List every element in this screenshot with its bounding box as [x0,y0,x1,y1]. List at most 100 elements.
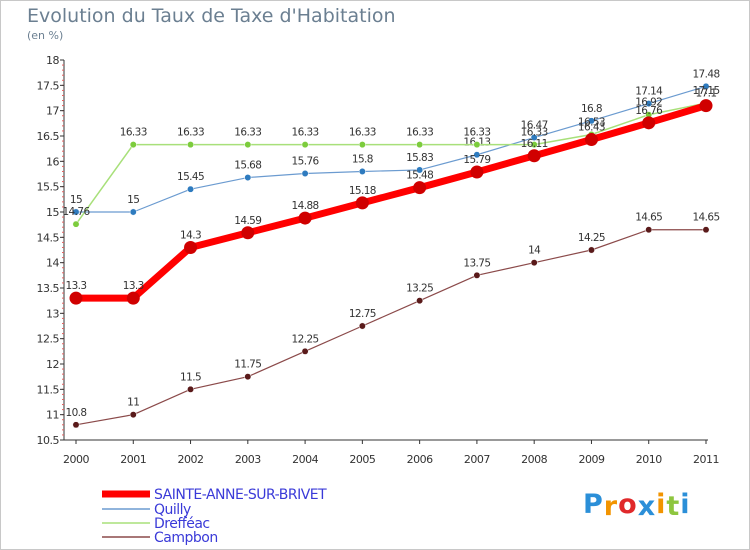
chart-title: Evolution du Taux de Taxe d'Habitation [27,5,396,27]
data-point [416,141,424,149]
data-label: 14.65 [692,212,719,224]
logo-letter: P [583,489,604,520]
y-tick-label: 17 [46,105,59,118]
x-tick-label: 2000 [63,453,89,466]
data-point [645,100,653,108]
y-tick-label: 13.5 [37,282,60,295]
data-point [358,168,366,175]
data-label: 11.5 [180,371,201,383]
y-tick-label: 14.5 [37,231,60,244]
y-tick-label: 15.5 [37,181,60,194]
x-tick-label: 2010 [636,453,662,466]
data-label: 15.8 [352,153,373,165]
y-tick-label: 12.5 [37,333,60,346]
data-label: 15.18 [349,185,376,197]
y-tick-label: 14 [46,257,59,270]
x-tick-label: 2007 [464,453,490,466]
data-label: 13.75 [463,257,490,269]
data-label: 16.33 [292,127,319,139]
data-label: 14.76 [62,206,90,218]
series-sainte-anne-sur-brivet: 13.3 13.3 14.3 14.59 14.88 15.18 15.48 15.79 16.… [66,88,717,305]
data-point [530,259,538,267]
data-label: 12.25 [292,333,319,345]
data-point [301,141,309,149]
legend-item: Drefféac [102,516,210,532]
x-tick-label: 2004 [292,453,318,466]
y-tick-label: 10.5 [37,434,60,447]
data-point [413,181,427,195]
data-point [473,271,481,279]
proxiti-logo: Proxiti [583,489,691,522]
data-point [301,347,309,355]
data-point [69,291,83,305]
logo-letter: t [666,491,681,522]
data-label: 14.65 [635,212,662,224]
data-label: 17.15 [692,85,719,97]
data-label: 16.53 [578,116,605,128]
chart-subtitle: (en %) [27,29,64,42]
logo-letter: x [637,491,657,522]
data-label: 13.3 [66,280,87,292]
data-point [129,141,137,149]
data-label: 15.48 [406,170,433,182]
data-label: 13.25 [406,283,433,295]
data-point [588,117,595,125]
data-point [129,411,137,419]
logo-letter: i [656,489,667,520]
data-point [129,208,137,216]
data-label: 15.68 [234,160,261,172]
data-label: 14.3 [180,229,201,241]
data-point [244,373,252,381]
data-point [298,211,312,225]
data-label: 16.33 [120,127,147,139]
data-label: 17.48 [692,68,719,80]
data-label: 17.1 [696,88,717,100]
data-point [355,196,369,210]
data-label: 15.45 [177,171,204,183]
data-label: 16.33 [463,127,490,139]
legend-label: Drefféac [154,516,210,532]
data-point [358,322,366,330]
x-tick-label: 2005 [349,453,375,466]
data-point [184,240,198,254]
series-layer: 10.8 11 11.5 11.75 12.25 12.75 13.25 13.75 14 14.… [62,68,720,429]
data-label: 14 [528,245,541,257]
y-tick-label: 18 [46,54,59,67]
data-point [527,149,541,163]
series-line [75,102,707,225]
data-point [530,141,538,149]
x-tick-label: 2008 [521,453,547,466]
x-tick-label: 2002 [178,453,204,466]
data-point [702,226,710,234]
data-point [72,421,80,429]
data-label: 11 [127,397,139,409]
data-point [72,208,80,216]
data-label: 16.33 [349,127,376,139]
y-tick-label: 11 [46,409,59,422]
data-point [473,141,481,149]
data-label: 11.75 [234,359,261,371]
data-label: 16.8 [581,103,602,115]
x-tick-label: 2009 [578,453,604,466]
data-point [187,385,194,393]
data-label: 15.79 [463,154,490,166]
data-label: 16.76 [635,105,663,117]
data-point [642,116,656,130]
data-label: 14.25 [578,232,605,244]
data-label: 16.92 [635,97,662,109]
data-point [530,134,538,141]
data-label: 14.88 [292,200,319,212]
x-tick-label: 2011 [693,453,719,466]
x-tick-label: 2006 [407,453,433,466]
data-point [244,141,252,149]
legend: SAINTE-ANNE-SUR-BRIVETQuillyDrefféacCamp… [102,487,328,546]
data-label: 12.75 [349,308,376,320]
logo-letter: o [618,489,638,520]
y-tick-label: 15 [46,206,59,219]
data-label: 10.8 [66,407,87,419]
data-point [470,165,484,179]
data-label: 16.11 [521,138,548,150]
data-label: 16.47 [521,120,548,132]
